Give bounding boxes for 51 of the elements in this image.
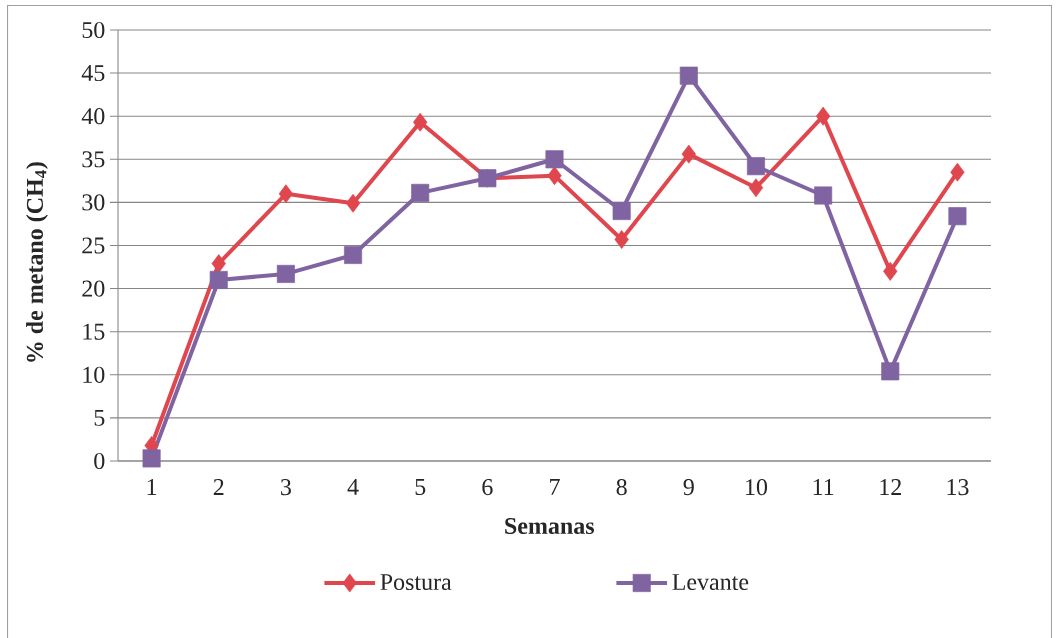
point — [142, 449, 161, 468]
y-tick-label: 15 — [83, 323, 105, 340]
x-axis-title: Semanas — [505, 517, 595, 535]
y-tick-label: 30 — [82, 194, 105, 211]
point — [276, 264, 295, 283]
y-tick-label: 35 — [82, 151, 105, 168]
y-tick-label: 10 — [83, 366, 105, 383]
point — [612, 202, 631, 221]
point — [748, 178, 764, 198]
legend-label: Postura — [380, 574, 452, 591]
point — [547, 166, 562, 186]
y-tick-label: 45 — [81, 65, 105, 82]
y-tick-label: 50 — [82, 21, 105, 39]
y-tick-label: 25 — [82, 237, 105, 254]
x-tick-label: 13 — [947, 479, 969, 496]
point — [209, 270, 228, 289]
point — [883, 261, 898, 281]
point — [814, 186, 833, 205]
point — [746, 157, 765, 176]
x-tick-label: 2 — [213, 479, 224, 495]
x-tick-label: 11 — [813, 479, 834, 495]
point — [815, 106, 831, 126]
x-tick-label: 6 — [482, 479, 493, 496]
x-tick-label: 9 — [683, 479, 694, 496]
y-axis-title: % de metano (CH$_{4}$) — [26, 162, 48, 362]
point — [614, 230, 629, 249]
x-tick-label: 12 — [880, 479, 901, 495]
point — [411, 183, 430, 202]
y-tick-label: 0 — [94, 452, 105, 470]
legend-label: Levante — [672, 574, 749, 591]
point — [679, 66, 698, 85]
x-tick-label: 3 — [281, 479, 291, 496]
x-tick-label: 5 — [415, 479, 426, 495]
x-tick-label: 4 — [347, 479, 359, 495]
point — [344, 245, 363, 264]
point — [948, 207, 967, 226]
y-tick-label: 20 — [82, 280, 105, 297]
point — [681, 144, 696, 164]
point — [413, 112, 428, 132]
point — [881, 362, 900, 381]
point — [211, 254, 226, 273]
x-tick-label: 10 — [746, 479, 768, 496]
point — [278, 184, 294, 204]
y-tick-label: 5 — [94, 409, 105, 426]
point — [345, 193, 361, 213]
point — [950, 162, 965, 182]
x-tick-label: 1 — [147, 479, 157, 495]
y-tick-label: 40 — [81, 108, 105, 125]
x-tick-label: 7 — [550, 479, 560, 495]
point — [545, 150, 564, 169]
x-tick-label: 8 — [616, 479, 627, 496]
